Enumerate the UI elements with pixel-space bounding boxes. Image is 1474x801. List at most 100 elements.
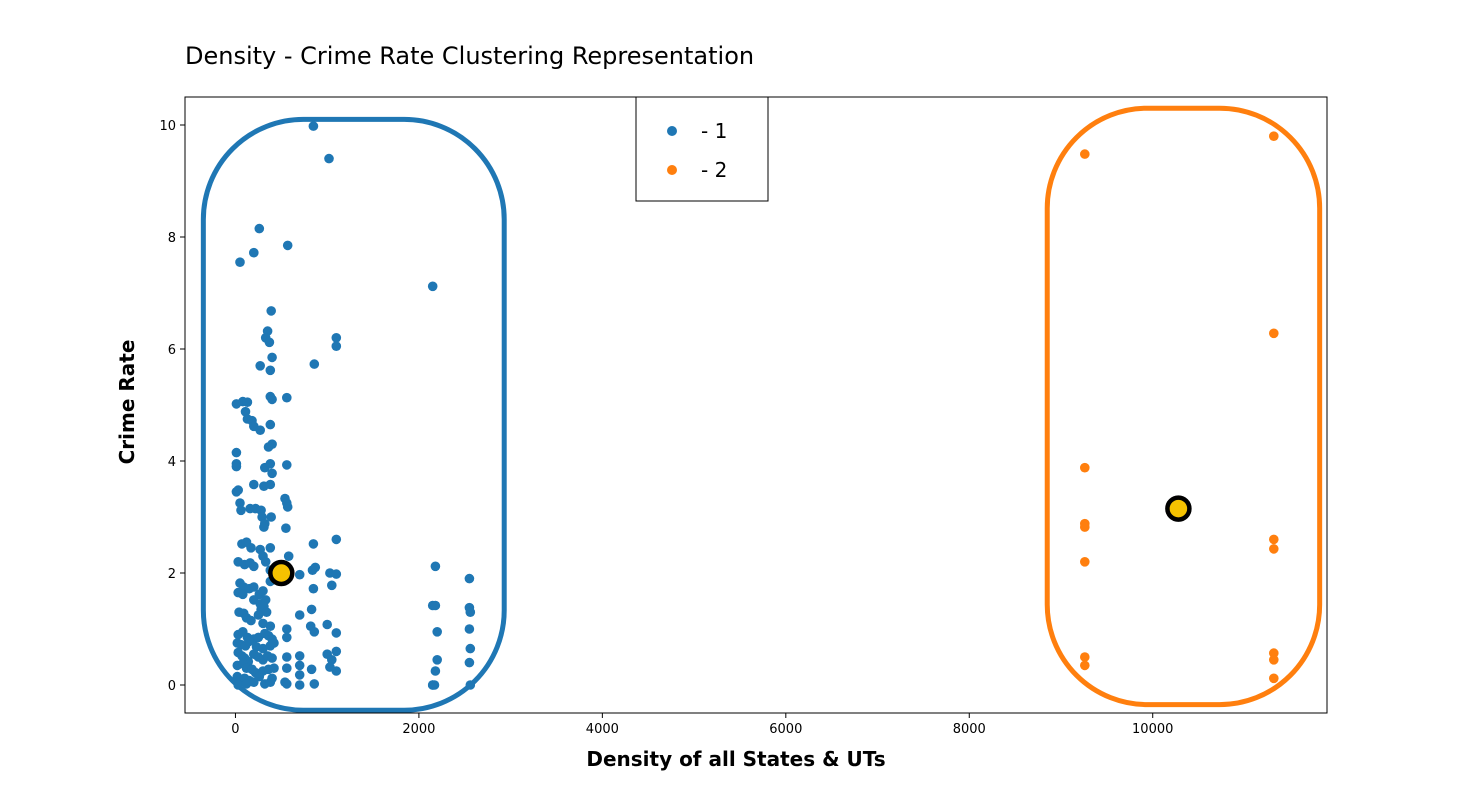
data-point-cluster-2: [1080, 660, 1090, 671]
data-point-cluster-1: [282, 392, 292, 403]
data-point-cluster-1: [240, 406, 251, 417]
data-point-cluster-1: [254, 671, 265, 682]
data-point-cluster-1: [308, 539, 319, 549]
data-point-cluster-1: [331, 569, 342, 579]
y-tick-label: 2: [168, 567, 176, 582]
data-point-cluster-1: [244, 636, 254, 647]
data-point-cluster-1: [432, 627, 443, 637]
data-point-cluster-1: [464, 657, 475, 668]
data-point-cluster-1: [265, 459, 276, 469]
legend-label-2: - 2: [701, 158, 727, 182]
data-point-cluster-1: [327, 580, 337, 591]
data-point-cluster-1: [322, 619, 333, 630]
data-point-cluster-2: [1080, 149, 1090, 159]
centroid-marker-2: [1165, 495, 1192, 522]
data-point-cluster-1: [464, 624, 475, 634]
data-point-cluster-1: [294, 680, 305, 690]
data-point-cluster-2: [1269, 328, 1279, 339]
data-point-cluster-1: [309, 359, 320, 369]
data-point-cluster-1: [266, 512, 277, 522]
data-point-cluster-1: [324, 153, 334, 164]
data-point-cluster-1: [282, 632, 292, 643]
data-point-cluster-1: [464, 573, 475, 584]
y-axis-label: Crime Rate: [115, 340, 139, 465]
data-point-cluster-1: [465, 607, 476, 617]
data-point-cluster-2: [1269, 544, 1279, 554]
data-point-cluster-1: [310, 562, 321, 573]
data-point-cluster-1: [259, 522, 269, 532]
data-point-cluster-1: [282, 240, 293, 251]
data-point-cluster-1: [306, 664, 317, 675]
data-point-cluster-1: [308, 121, 319, 131]
data-point-cluster-1: [280, 677, 290, 687]
data-point-cluster-1: [246, 615, 256, 626]
legend-box: [635, 96, 769, 202]
data-point-cluster-1: [306, 604, 317, 615]
data-point-cluster-1: [249, 247, 259, 258]
data-point-cluster-1: [241, 679, 252, 689]
data-point-cluster-2: [1080, 557, 1090, 567]
data-point-cluster-1: [331, 333, 342, 343]
data-point-cluster-1: [430, 600, 441, 611]
data-point-cluster-2: [1269, 131, 1279, 141]
data-point-cluster-2: [1080, 522, 1090, 532]
y-tick-label: 10: [159, 119, 176, 134]
x-tick-label: 10000: [1132, 722, 1173, 737]
data-point-cluster-1: [249, 582, 259, 592]
data-point-cluster-2: [1269, 673, 1279, 684]
data-points: [231, 121, 1279, 690]
data-point-cluster-1: [265, 479, 276, 490]
data-point-cluster-1: [427, 281, 438, 292]
x-axis-label: Density of all States & UTs: [586, 747, 885, 771]
data-point-cluster-1: [294, 651, 305, 661]
x-tick-label: 4000: [586, 722, 619, 737]
data-point-cluster-1: [282, 502, 293, 512]
y-tick-label: 8: [168, 231, 176, 246]
data-point-cluster-1: [432, 655, 443, 665]
y-axis: 0 2 4 6 8 10: [159, 119, 185, 694]
legend-marker-2: [667, 165, 677, 175]
data-point-cluster-1: [263, 442, 274, 452]
data-point-cluster-1: [253, 610, 264, 620]
data-point-cluster-1: [430, 666, 441, 676]
data-point-cluster-1: [282, 460, 292, 470]
data-point-cluster-1: [331, 534, 342, 545]
centroids: [268, 495, 1192, 587]
data-point-cluster-1: [265, 621, 276, 631]
data-point-cluster-2: [1269, 648, 1279, 658]
data-point-cluster-1: [238, 589, 248, 600]
data-point-cluster-1: [258, 586, 268, 596]
data-point-cluster-1: [265, 543, 276, 553]
data-point-cluster-1: [233, 680, 243, 690]
data-point-cluster-1: [249, 561, 259, 572]
data-point-cluster-1: [282, 663, 292, 673]
data-point-cluster-1: [281, 523, 291, 533]
data-point-cluster-1: [258, 618, 268, 629]
data-point-cluster-1: [309, 679, 320, 689]
data-point-cluster-1: [267, 653, 277, 663]
data-point-cluster-1: [309, 627, 320, 637]
data-point-cluster-1: [246, 543, 256, 553]
data-point-cluster-2: [1269, 534, 1279, 545]
y-tick-label: 4: [168, 455, 176, 470]
data-point-cluster-1: [267, 468, 277, 479]
y-tick-label: 0: [168, 679, 176, 694]
data-point-cluster-1: [231, 461, 242, 472]
data-point-cluster-1: [267, 673, 277, 684]
data-point-cluster-2: [1080, 652, 1090, 662]
data-point-cluster-1: [258, 643, 268, 654]
data-point-cluster-1: [266, 306, 277, 316]
legend-marker-1: [667, 126, 677, 136]
data-point-cluster-1: [331, 646, 342, 657]
data-point-cluster-1: [325, 662, 335, 672]
data-point-cluster-1: [267, 394, 277, 405]
x-tick-label: 0: [231, 722, 239, 737]
y-tick-label: 6: [168, 343, 176, 358]
data-point-cluster-1: [236, 505, 246, 516]
data-point-cluster-1: [231, 447, 242, 458]
data-point-cluster-2: [1080, 462, 1090, 473]
data-point-cluster-1: [255, 425, 265, 436]
data-point-cluster-1: [331, 341, 342, 352]
data-point-cluster-1: [254, 223, 265, 234]
